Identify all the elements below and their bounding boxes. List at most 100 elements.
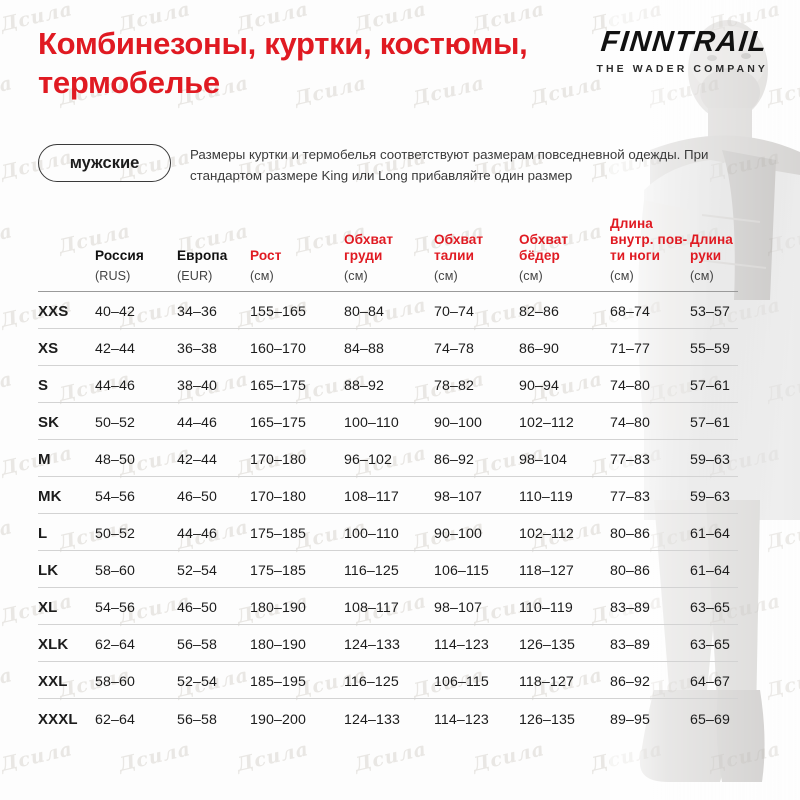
cell-hip: 102–112 — [519, 526, 574, 542]
cell-arm: 63–65 — [690, 600, 730, 616]
cell-inseam: 68–74 — [610, 304, 650, 320]
cell-chest: 116–125 — [344, 674, 399, 690]
cell-inseam: 80–86 — [610, 526, 650, 542]
cell-inseam: 80–86 — [610, 563, 650, 579]
cell-chest: 84–88 — [344, 341, 384, 357]
cell-rus: 48–50 — [95, 452, 135, 468]
cell-chest: 80–84 — [344, 304, 384, 320]
table-row: M 48–50 42–44 170–180 96–102 86–92 98–104 77–83… — [38, 440, 738, 477]
column-header-rost: Рост (см) — [250, 248, 344, 284]
cell-hip: 90–94 — [519, 378, 559, 394]
cell-waist: 98–107 — [434, 600, 482, 616]
cell-rost: 180–190 — [250, 637, 306, 653]
column-header-label: Длина руки — [690, 232, 733, 264]
cell-size-label: XS — [38, 340, 59, 357]
cell-inseam: 74–80 — [610, 378, 650, 394]
cell-eur: 46–50 — [177, 489, 217, 505]
cell-eur: 44–46 — [177, 415, 217, 431]
cell-waist: 70–74 — [434, 304, 474, 320]
cell-inseam: 89–95 — [610, 712, 650, 728]
table-row: XLK 62–64 56–58 180–190 124–133 114–123 126–13… — [38, 625, 738, 662]
column-header-chest: Обхват груди (см) — [344, 232, 434, 284]
cell-size-label: XLK — [38, 636, 69, 653]
table-header-row: Россия (RUS) Европа (EUR) Рост (см) Обхват гру… — [38, 206, 738, 292]
cell-rost: 180–190 — [250, 600, 306, 616]
column-header-label: Рост — [250, 248, 282, 264]
cell-waist: 78–82 — [434, 378, 474, 394]
cell-hip: 118–127 — [519, 674, 574, 690]
cell-eur: 56–58 — [177, 637, 217, 653]
cell-eur: 52–54 — [177, 563, 217, 579]
cell-arm: 64–67 — [690, 674, 730, 690]
column-header-eur: Европа (EUR) — [177, 248, 250, 284]
cell-inseam: 83–89 — [610, 637, 650, 653]
cell-size-label: XXL — [38, 673, 68, 690]
column-header-unit: (см) — [250, 269, 274, 284]
cell-chest: 108–117 — [344, 489, 399, 505]
cell-arm: 53–57 — [690, 304, 730, 320]
cell-rus: 50–52 — [95, 415, 135, 431]
cell-chest: 100–110 — [344, 526, 399, 542]
column-header-label: Обхват бёдер — [519, 232, 569, 264]
cell-rost: 170–180 — [250, 489, 306, 505]
cell-hip: 98–104 — [519, 452, 567, 468]
cell-eur: 34–36 — [177, 304, 217, 320]
cell-rus: 58–60 — [95, 674, 135, 690]
cell-eur: 46–50 — [177, 600, 217, 616]
table-row: LK 58–60 52–54 175–185 116–125 106–115 118–127… — [38, 551, 738, 588]
cell-waist: 86–92 — [434, 452, 474, 468]
brand-tagline: THE WADER COMPANY — [596, 63, 768, 75]
cell-rost: 190–200 — [250, 712, 306, 728]
cell-rus: 62–64 — [95, 712, 135, 728]
table-row: XL 54–56 46–50 180–190 108–117 98–107 110–119 8… — [38, 588, 738, 625]
cell-rus: 44–46 — [95, 378, 135, 394]
cell-chest: 124–133 — [344, 637, 400, 653]
column-header-unit: (см) — [344, 269, 368, 284]
cell-size-label: MK — [38, 488, 62, 505]
cell-arm: 65–69 — [690, 712, 730, 728]
cell-arm: 61–64 — [690, 526, 730, 542]
column-header-rus: Россия (RUS) — [95, 248, 177, 284]
cell-rus: 62–64 — [95, 637, 135, 653]
column-header-unit: (RUS) — [95, 269, 131, 284]
cell-hip: 110–119 — [519, 600, 573, 616]
cell-rost: 175–185 — [250, 563, 306, 579]
column-header-label: Обхват талии — [434, 232, 484, 264]
cell-waist: 90–100 — [434, 526, 482, 542]
size-table: Россия (RUS) Европа (EUR) Рост (см) Обхват гру… — [38, 206, 738, 736]
cell-eur: 36–38 — [177, 341, 217, 357]
cell-hip: 86–90 — [519, 341, 559, 357]
column-header-unit: (см) — [434, 269, 458, 284]
cell-hip: 102–112 — [519, 415, 574, 431]
cell-arm: 59–63 — [690, 489, 730, 505]
cell-rus: 42–44 — [95, 341, 135, 357]
column-header-unit: (см) — [690, 269, 714, 284]
subheader: мужские Размеры куртки и термобелья соот… — [38, 144, 778, 186]
cell-hip: 126–135 — [519, 712, 575, 728]
cell-arm: 59–63 — [690, 452, 730, 468]
cell-waist: 98–107 — [434, 489, 482, 505]
column-header-label: Обхват груди — [344, 232, 394, 264]
table-row: XXS 40–42 34–36 155–165 80–84 70–74 82–86 68–74… — [38, 292, 738, 329]
table-row: XXL 58–60 52–54 185–195 116–125 106–115 118–12… — [38, 662, 738, 699]
cell-eur: 44–46 — [177, 526, 217, 542]
cell-inseam: 77–83 — [610, 489, 650, 505]
table-row: XXXL 62–64 56–58 190–200 124–133 114–123 126–1… — [38, 699, 738, 736]
cell-rost: 160–170 — [250, 341, 306, 357]
column-header-inseam: Длина внутр. пов-ти ноги (см) — [610, 216, 690, 284]
cell-hip: 82–86 — [519, 304, 559, 320]
page-title: Комбинезоны, куртки, костюмы, термобелье — [38, 26, 528, 101]
cell-waist: 74–78 — [434, 341, 474, 357]
column-header-unit: (см) — [610, 269, 634, 284]
gender-badge[interactable]: мужские — [38, 144, 171, 182]
cell-arm: 61–64 — [690, 563, 730, 579]
cell-inseam: 71–77 — [610, 341, 650, 357]
cell-size-label: L — [38, 525, 48, 542]
cell-size-label: XXS — [38, 303, 69, 320]
cell-size-label: S — [38, 377, 49, 394]
cell-chest: 100–110 — [344, 415, 399, 431]
column-header-label: Европа — [177, 248, 228, 264]
table-row: SK 50–52 44–46 165–175 100–110 90–100 102–112 7… — [38, 403, 738, 440]
cell-inseam: 74–80 — [610, 415, 650, 431]
table-row: L 50–52 44–46 175–185 100–110 90–100 102–112 80… — [38, 514, 738, 551]
